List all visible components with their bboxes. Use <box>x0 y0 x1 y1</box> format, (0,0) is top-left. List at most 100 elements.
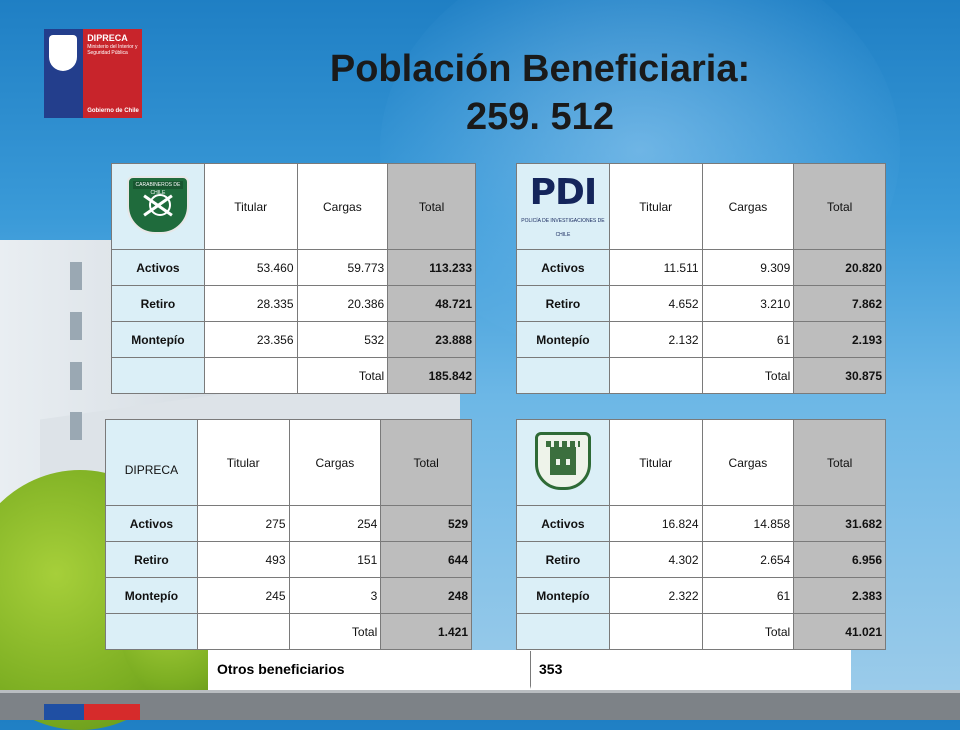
table-row: Activos 53.460 59.773 113.233 <box>111 249 476 286</box>
cell-cargas: 2.654 <box>701 541 795 578</box>
row-label: Retiro <box>516 285 610 322</box>
flag-bar <box>44 704 140 720</box>
background-window <box>70 412 82 440</box>
background-window <box>70 312 82 340</box>
cell-total: 644 <box>380 541 472 578</box>
cell-titular: 11.511 <box>608 249 703 286</box>
row-label: Retiro <box>105 541 198 578</box>
cell-cargas: 61 <box>701 321 795 358</box>
column-header-cargas: Cargas <box>288 419 382 506</box>
cell-total: 248 <box>380 577 472 614</box>
table-header-row: Titular Cargas Total <box>516 419 886 506</box>
cell-titular: 2.132 <box>608 321 703 358</box>
cell-cargas: 9.309 <box>701 249 795 286</box>
background-window <box>70 362 82 390</box>
column-header-titular: Titular <box>203 163 298 250</box>
grand-total: 1.421 <box>380 613 472 650</box>
column-header-total: Total <box>387 163 476 250</box>
table-header-row: DIPRECA Titular Cargas Total <box>105 419 472 506</box>
cell-cargas: 14.858 <box>701 505 795 542</box>
table-total-row: Total 1.421 <box>105 613 472 650</box>
row-label: Activos <box>516 249 610 286</box>
total-label: Total <box>701 357 795 394</box>
otros-value: 353 <box>531 651 850 689</box>
cell-total: 529 <box>380 505 472 542</box>
table-total-row: Total 185.842 <box>111 357 476 394</box>
table-row: Retiro 4.302 2.654 6.956 <box>516 541 886 578</box>
cell-total: 31.682 <box>793 505 886 542</box>
empty-cell <box>196 613 290 650</box>
column-header-total: Total <box>793 163 886 250</box>
cell-cargas: 532 <box>296 321 389 358</box>
page-title: Población Beneficiaria: 259. 512 <box>240 46 840 142</box>
badge-text: CARABINEROS DE CHILE <box>132 181 183 196</box>
empty-cell <box>105 613 198 650</box>
otros-beneficiarios-row: Otros beneficiarios 353 <box>208 650 851 690</box>
row-label: Retiro <box>516 541 610 578</box>
column-header-total: Total <box>793 419 886 506</box>
background-road-line <box>0 690 960 693</box>
table-row: Activos 11.511 9.309 20.820 <box>516 249 886 286</box>
cell-titular: 275 <box>196 505 290 542</box>
table-row: Montepío 245 3 248 <box>105 577 472 614</box>
row-label: Activos <box>105 505 198 542</box>
column-header-titular: Titular <box>608 163 703 250</box>
cell-total: 20.820 <box>793 249 886 286</box>
table-logo-cell: DIPRECA <box>105 419 198 506</box>
cell-total: 7.862 <box>793 285 886 322</box>
cell-titular: 23.356 <box>203 321 298 358</box>
cell-total: 48.721 <box>387 285 476 322</box>
background-road <box>0 690 960 720</box>
empty-cell <box>608 613 703 650</box>
total-label: Total <box>288 613 382 650</box>
cell-titular: 28.335 <box>203 285 298 322</box>
grand-total: 30.875 <box>793 357 886 394</box>
cell-cargas: 20.386 <box>296 285 389 322</box>
cell-titular: 245 <box>196 577 290 614</box>
cell-cargas: 254 <box>288 505 382 542</box>
table-total-row: Total 30.875 <box>516 357 886 394</box>
row-label: Montepío <box>105 577 198 614</box>
table-header-row: PDI POLICÍA DE INVESTIGACIONES DE CHILE … <box>516 163 886 250</box>
row-label: Montepío <box>111 321 205 358</box>
table-carabineros: CARABINEROS DE CHILE Titular Cargas Tota… <box>111 163 476 394</box>
row-label: Montepío <box>516 321 610 358</box>
empty-cell <box>516 613 610 650</box>
table-logo-cell: CARABINEROS DE CHILE <box>111 163 205 250</box>
total-label: Total <box>296 357 389 394</box>
grand-total: 41.021 <box>793 613 886 650</box>
row-label: Montepío <box>516 577 610 614</box>
cell-cargas: 59.773 <box>296 249 389 286</box>
table-gendarmeria: Titular Cargas Total Activos 16.824 14.8… <box>516 419 886 650</box>
column-header-titular: Titular <box>608 419 703 506</box>
table-logo-cell: PDI POLICÍA DE INVESTIGACIONES DE CHILE <box>516 163 610 250</box>
table-pdi: PDI POLICÍA DE INVESTIGACIONES DE CHILE … <box>516 163 886 394</box>
cell-cargas: 3.210 <box>701 285 795 322</box>
background-window <box>70 262 82 290</box>
cell-total: 6.956 <box>793 541 886 578</box>
table-row: Activos 16.824 14.858 31.682 <box>516 505 886 542</box>
table-dipreca: DIPRECA Titular Cargas Total Activos 275… <box>105 419 472 650</box>
title-line-2: 259. 512 <box>466 96 614 138</box>
empty-cell <box>203 357 298 394</box>
empty-cell <box>608 357 703 394</box>
cell-total: 113.233 <box>387 249 476 286</box>
logo-name: DIPRECA <box>87 33 128 43</box>
cell-total: 2.383 <box>793 577 886 614</box>
table-row: Activos 275 254 529 <box>105 505 472 542</box>
title-line-1: Población Beneficiaria: <box>329 48 751 90</box>
cell-cargas: 151 <box>288 541 382 578</box>
gendarmeria-badge-icon <box>534 432 591 490</box>
chile-coat-of-arms-icon <box>49 35 77 71</box>
cell-total: 2.193 <box>793 321 886 358</box>
row-label: Activos <box>516 505 610 542</box>
logo-subtitle: Ministerio del Interior y Seguridad Públ… <box>87 44 138 56</box>
column-header-cargas: Cargas <box>701 419 795 506</box>
cell-titular: 493 <box>196 541 290 578</box>
cell-total: 23.888 <box>387 321 476 358</box>
table-logo-cell <box>516 419 610 506</box>
logo-red-block: DIPRECA Ministerio del Interior y Seguri… <box>83 29 142 118</box>
pdi-logo-icon: PDI POLICÍA DE INVESTIGACIONES DE CHILE <box>520 174 606 239</box>
cell-cargas: 61 <box>701 577 795 614</box>
cell-titular: 4.652 <box>608 285 703 322</box>
